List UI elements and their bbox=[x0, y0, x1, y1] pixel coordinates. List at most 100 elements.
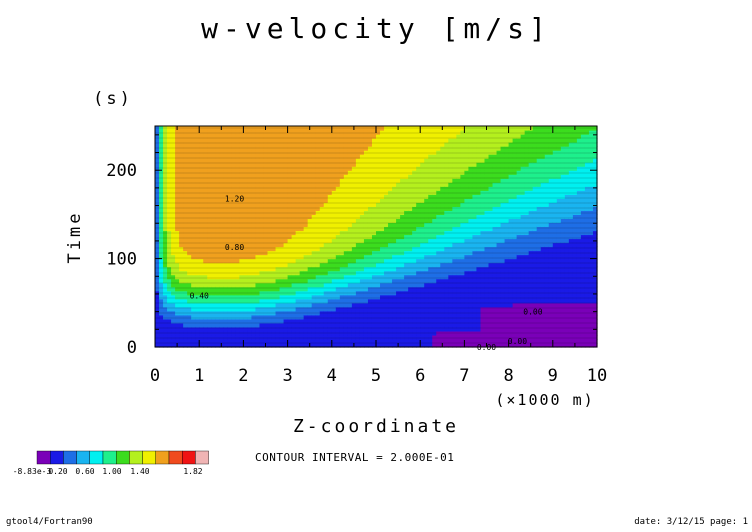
contour-cell bbox=[508, 294, 514, 300]
contour-cell bbox=[371, 222, 377, 228]
contour-cell bbox=[384, 230, 389, 236]
contour-cell bbox=[484, 278, 490, 284]
contour-cell bbox=[492, 286, 498, 292]
contour-cell bbox=[199, 326, 204, 332]
contour-cell bbox=[416, 134, 421, 139]
contour-cell bbox=[412, 126, 417, 131]
contour-cell bbox=[283, 286, 289, 292]
contour-cell bbox=[367, 214, 373, 220]
contour-cell bbox=[259, 186, 265, 191]
contour-cell bbox=[339, 246, 345, 252]
contour-cell bbox=[199, 230, 204, 236]
contour-cell bbox=[420, 342, 425, 348]
contour-cell bbox=[207, 146, 212, 151]
contour-cell bbox=[396, 150, 401, 155]
contour-cell bbox=[464, 146, 470, 151]
contour-cell bbox=[195, 286, 200, 292]
contour-cell bbox=[303, 210, 309, 215]
contour-cell bbox=[460, 166, 465, 171]
contour-cell bbox=[235, 154, 240, 159]
contour-cell bbox=[231, 166, 236, 171]
contour-cell bbox=[492, 154, 498, 159]
contour-cell bbox=[247, 326, 253, 332]
contour-cell bbox=[155, 226, 160, 232]
contour-cell bbox=[331, 150, 337, 155]
contour-cell bbox=[215, 238, 220, 244]
contour-cell bbox=[231, 230, 236, 236]
contour-cell bbox=[203, 206, 208, 211]
contour-cell bbox=[287, 162, 293, 167]
contour-cell bbox=[500, 298, 506, 304]
contour-cell bbox=[311, 138, 317, 143]
contour-cell bbox=[440, 302, 445, 308]
contour-cell bbox=[255, 154, 261, 159]
contour-cell bbox=[440, 150, 445, 155]
contour-cell bbox=[396, 310, 401, 316]
contour-cell bbox=[223, 266, 228, 272]
contour-cell bbox=[347, 242, 353, 248]
contour-cell bbox=[279, 222, 285, 228]
contour-cell bbox=[283, 246, 289, 252]
contour-cell bbox=[432, 190, 437, 195]
contour-cell bbox=[263, 170, 269, 175]
contour-cell bbox=[452, 214, 457, 220]
contour-cell bbox=[476, 318, 482, 324]
contour-cell bbox=[440, 206, 445, 211]
contour-cell bbox=[247, 222, 253, 228]
contour-cell bbox=[347, 162, 353, 167]
contour-cell bbox=[303, 310, 309, 316]
contour-cell bbox=[283, 270, 289, 276]
contour-cell bbox=[448, 222, 453, 228]
contour-cell bbox=[484, 154, 490, 159]
contour-cell bbox=[355, 198, 361, 203]
contour-cell bbox=[512, 314, 518, 320]
contour-cell bbox=[396, 242, 401, 248]
contour-cell bbox=[488, 306, 494, 312]
contour-cell bbox=[371, 218, 377, 224]
contour-cell bbox=[396, 322, 401, 328]
contour-cell bbox=[315, 278, 321, 284]
contour-cell bbox=[420, 198, 425, 203]
contour-cell bbox=[460, 154, 465, 159]
contour-cell bbox=[299, 246, 305, 252]
contour-cell bbox=[428, 134, 433, 139]
contour-cell bbox=[444, 206, 449, 211]
contour-cell bbox=[400, 278, 405, 284]
contour-cell bbox=[307, 142, 313, 147]
contour-cell bbox=[279, 270, 285, 276]
contour-cell bbox=[255, 258, 261, 264]
contour-cell bbox=[359, 286, 365, 292]
contour-cell bbox=[255, 262, 261, 268]
contour-cell bbox=[367, 290, 373, 296]
contour-cell bbox=[255, 342, 261, 348]
contour-cell bbox=[508, 290, 514, 296]
contour-cell bbox=[420, 162, 425, 167]
contour-cell bbox=[404, 334, 409, 340]
contour-cell bbox=[211, 198, 216, 203]
contour-cell bbox=[512, 146, 518, 151]
contour-cell bbox=[371, 330, 377, 336]
contour-cell bbox=[452, 182, 457, 187]
contour-cell bbox=[283, 238, 289, 244]
contour-cell bbox=[327, 306, 333, 312]
contour-cell bbox=[359, 162, 365, 167]
contour-cell bbox=[247, 298, 253, 304]
contour-cell bbox=[283, 222, 289, 228]
contour-cell bbox=[283, 178, 289, 183]
contour-cell bbox=[500, 210, 506, 215]
contour-cell bbox=[460, 242, 465, 248]
contour-cell bbox=[235, 206, 240, 211]
contour-cell bbox=[207, 202, 212, 207]
contour-cell bbox=[275, 146, 281, 151]
contour-cell bbox=[191, 126, 196, 131]
contour-cell bbox=[504, 266, 510, 272]
contour-cell bbox=[231, 266, 236, 272]
contour-cell bbox=[508, 314, 514, 320]
contour-cell bbox=[207, 270, 212, 276]
contour-cell bbox=[444, 178, 449, 183]
contour-cell bbox=[428, 202, 433, 207]
contour-cell bbox=[263, 238, 269, 244]
contour-cell bbox=[187, 278, 192, 284]
contour-cell bbox=[508, 326, 514, 332]
contour-cell bbox=[428, 142, 433, 147]
